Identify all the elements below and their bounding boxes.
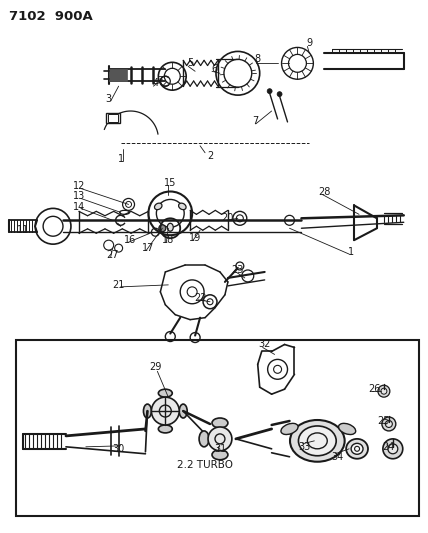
Text: 5: 5: [187, 58, 193, 68]
Text: 14: 14: [73, 203, 85, 212]
Text: 16: 16: [125, 235, 137, 245]
Bar: [108, 114, 118, 122]
Circle shape: [383, 439, 403, 459]
Circle shape: [378, 385, 390, 397]
Text: 8: 8: [255, 54, 261, 64]
Text: 29: 29: [149, 362, 162, 373]
Ellipse shape: [290, 420, 345, 462]
Ellipse shape: [143, 404, 152, 418]
Text: 15: 15: [164, 177, 176, 188]
Text: 21: 21: [113, 280, 125, 290]
Text: 26: 26: [368, 384, 380, 394]
Circle shape: [159, 225, 166, 232]
Ellipse shape: [212, 418, 228, 428]
Ellipse shape: [298, 426, 336, 456]
Text: 2: 2: [207, 151, 213, 161]
Text: 33: 33: [298, 442, 311, 452]
Ellipse shape: [339, 423, 356, 434]
Ellipse shape: [167, 223, 173, 231]
Circle shape: [385, 421, 392, 427]
Text: 3: 3: [106, 94, 112, 104]
Text: 25: 25: [377, 416, 390, 426]
Text: 30: 30: [113, 444, 125, 454]
Circle shape: [388, 444, 398, 454]
Ellipse shape: [346, 439, 368, 459]
Text: 22: 22: [194, 293, 206, 303]
Text: 17: 17: [142, 243, 155, 253]
Ellipse shape: [199, 431, 209, 447]
Text: 32: 32: [259, 340, 271, 350]
Circle shape: [381, 388, 387, 394]
Ellipse shape: [178, 203, 186, 209]
Text: 28: 28: [318, 188, 330, 198]
Text: 9: 9: [306, 38, 312, 49]
Text: 7102  900A: 7102 900A: [9, 10, 93, 23]
Text: 23: 23: [232, 265, 244, 275]
Circle shape: [267, 88, 272, 94]
Circle shape: [208, 427, 232, 451]
Text: 19: 19: [189, 233, 201, 243]
Text: 1: 1: [348, 247, 354, 257]
Text: 4: 4: [152, 78, 158, 88]
Text: 6: 6: [211, 64, 217, 74]
Text: 24: 24: [383, 442, 395, 452]
Text: 18: 18: [162, 235, 175, 245]
Ellipse shape: [212, 450, 228, 460]
Text: 2.2 TURBO: 2.2 TURBO: [177, 459, 233, 470]
Text: 11: 11: [17, 225, 30, 235]
Ellipse shape: [179, 404, 187, 418]
Text: 31: 31: [214, 444, 226, 454]
Text: 7: 7: [253, 116, 259, 126]
Bar: [109, 69, 127, 81]
Text: 27: 27: [107, 250, 119, 260]
Bar: [106, 113, 119, 123]
Text: 1: 1: [118, 154, 124, 164]
Text: 12: 12: [73, 181, 85, 190]
Text: 20: 20: [222, 213, 234, 223]
Ellipse shape: [155, 203, 162, 209]
Bar: [16, 340, 419, 516]
Ellipse shape: [158, 425, 172, 433]
Circle shape: [152, 397, 179, 425]
Text: 34: 34: [331, 452, 343, 462]
Text: 13: 13: [73, 191, 85, 201]
Ellipse shape: [351, 443, 363, 454]
Circle shape: [277, 92, 282, 96]
Ellipse shape: [281, 423, 298, 434]
Circle shape: [382, 417, 396, 431]
Ellipse shape: [158, 389, 172, 397]
